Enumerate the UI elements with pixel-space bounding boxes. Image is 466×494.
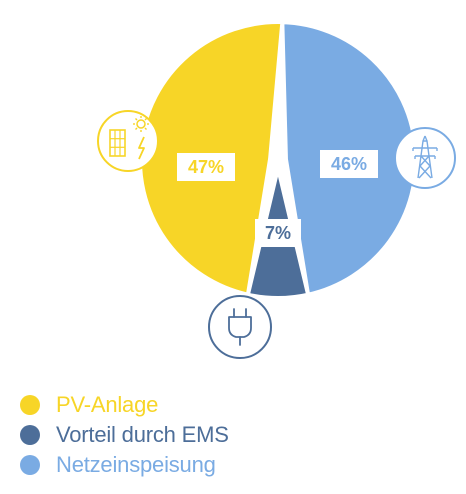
power-tower-icon [394,127,456,189]
plug-icon [208,295,272,359]
value-label-text-grid: 46% [331,154,367,174]
legend-label-vorteil-durch-ems: Vorteil durch EMS [56,422,229,447]
legend-swatch-vorteil-durch-ems [20,425,40,445]
legend-swatch-pv-anlage [20,395,40,415]
value-labels: 47% 7% 46% [177,150,378,247]
legend-item-vorteil-durch-ems: Vorteil durch EMS [20,420,229,450]
legend-item-pv-anlage: PV-Anlage [20,390,229,420]
value-label-box-ems [255,219,301,247]
value-label-box-pv [177,153,235,181]
solar-panel-icon [97,110,159,172]
legend-label-pv-anlage: PV-Anlage [56,392,159,417]
value-label-text-pv: 47% [188,157,224,177]
value-label-grid: 46% [320,150,378,178]
legend-label-netzeinspeisung: Netzeinspeisung [56,452,216,477]
legend-swatch-netzeinspeisung [20,455,40,475]
value-label-ems: 7% [255,219,301,247]
legend: PV-Anlage Vorteil durch EMS Netzeinspeis… [20,390,229,480]
value-label-text-ems: 7% [265,223,291,243]
value-label-box-grid [320,150,378,178]
value-label-pv: 47% [177,153,235,181]
legend-item-netzeinspeisung: Netzeinspeisung [20,450,229,480]
